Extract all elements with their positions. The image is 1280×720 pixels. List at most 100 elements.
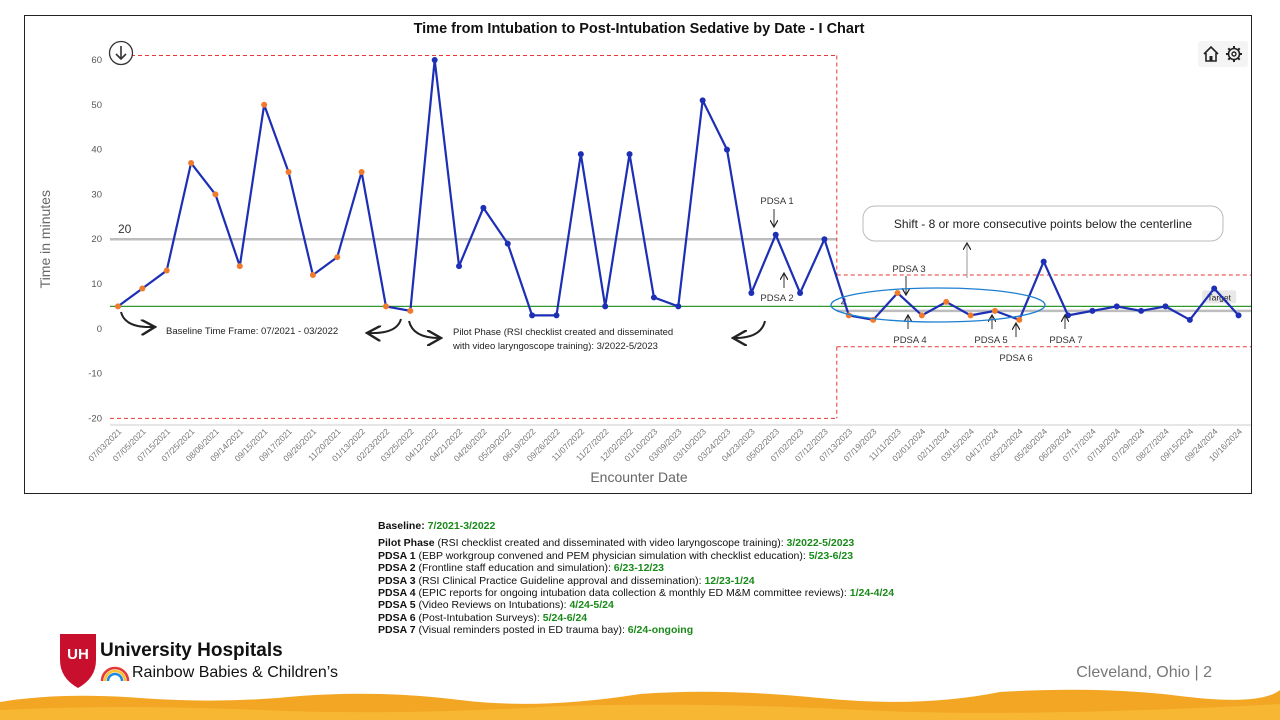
- y-tick-label: 40: [91, 145, 102, 156]
- y-axis-label: Time in minutes: [37, 190, 53, 288]
- uh-logo-mark: UH: [60, 634, 96, 688]
- data-point: [236, 263, 243, 270]
- legend-row: PDSA 2 (Frontline staff education and si…: [378, 562, 1098, 574]
- legend-row-dates: 5/24-6/24: [542, 611, 588, 624]
- chart-frame: 20 4 Target Time from Intubation to Post-I…: [24, 15, 1252, 494]
- legend-row-description: (Post-Intubation Surveys):: [415, 611, 543, 624]
- uh-logo: UH University Hospitals Rainbow Babies &…: [56, 630, 376, 690]
- arrow-pilot-left: [408, 320, 439, 338]
- data-point: [358, 169, 365, 175]
- annotation-baseline: Baseline Time Frame: 07/2021 - 03/2022: [166, 326, 338, 337]
- legend-row-dates: 6/24-ongoing: [627, 624, 694, 637]
- data-point: [334, 254, 341, 261]
- legend-row: PDSA 6 (Post-Intubation Surveys): 5/24-6…: [378, 612, 1098, 624]
- legend-row-description: (RSI checklist created and disseminated …: [434, 537, 787, 550]
- pdsa2-label: PDSA 2: [760, 293, 793, 304]
- data-point: [772, 231, 779, 238]
- data-point: [724, 146, 730, 153]
- legend-row-title: PDSA 4: [378, 587, 416, 600]
- data-point: [626, 151, 633, 158]
- shift-callout-text: Shift - 8 or more consecutive points bel…: [894, 217, 1192, 231]
- svg-text:UH: UH: [67, 646, 89, 663]
- data-point: [1186, 316, 1193, 323]
- data-point: [699, 97, 706, 104]
- data-point: [748, 289, 755, 296]
- legend-row: Baseline: 7/2021-3/2022: [378, 520, 1098, 532]
- data-point: [1040, 258, 1047, 265]
- data-point: [309, 272, 316, 279]
- y-tick-label: -20: [88, 413, 102, 424]
- legend-row-description: (EBP workgroup convened and PEM physicia…: [415, 549, 809, 562]
- gear-icon: [1226, 46, 1242, 62]
- data-point: [407, 307, 414, 314]
- legend-row-title: PDSA 7: [378, 624, 416, 637]
- pdsa7-label: PDSA 7: [1049, 335, 1082, 346]
- settings-button[interactable]: [1224, 44, 1244, 64]
- home-icon: [1203, 45, 1219, 62]
- legend-row-description: (EPIC reports for ongoing intubation dat…: [415, 587, 850, 600]
- legend-row-title: PDSA 2: [378, 562, 416, 575]
- legend-row-dates: 3/2022-5/2023: [786, 537, 855, 550]
- data-point: [918, 312, 925, 319]
- legend-row: PDSA 1 (EBP workgroup convened and PEM p…: [378, 550, 1098, 562]
- annotation-pilot-1: Pilot Phase (RSI checklist created and d…: [453, 327, 673, 338]
- legend-row: Pilot Phase (RSI checklist created and d…: [378, 537, 1098, 549]
- legend-row-dates: 7/2021-3/2022: [427, 520, 496, 532]
- data-point: [431, 57, 438, 63]
- data-point: [1211, 285, 1218, 292]
- data-point: [163, 267, 170, 274]
- pdsa1-label: PDSA 1: [760, 196, 793, 207]
- data-point: [797, 289, 804, 296]
- chart-toolbar: [1198, 41, 1248, 67]
- pdsa5-label: PDSA 5: [974, 335, 1007, 346]
- y-tick-label: -10: [88, 369, 102, 380]
- data-point: [675, 303, 682, 310]
- data-point: [1089, 307, 1096, 314]
- x-axis-label: Encounter Date: [590, 469, 687, 485]
- footer-brush-stroke: [0, 689, 1280, 720]
- data-point: [943, 298, 950, 305]
- arrow-baseline-right: [369, 318, 402, 333]
- data-point: [382, 303, 389, 310]
- legend-row-dates: 4/24-5/24: [569, 599, 614, 612]
- logo-line2: Rainbow Babies & Children’s: [132, 664, 339, 681]
- data-point: [261, 101, 268, 108]
- data-point: [115, 303, 121, 310]
- chart-svg: 204 Target Time from Intubation to Post-I…: [37, 21, 1251, 485]
- legend-row-title: PDSA 1: [378, 549, 416, 562]
- data-point: [1162, 303, 1169, 310]
- pdsa4-label: PDSA 4: [893, 335, 926, 346]
- rainbow-icon: [100, 666, 130, 682]
- legend-row: PDSA 7 (Visual reminders posted in ED tr…: [378, 624, 1098, 636]
- data-point: [577, 151, 584, 158]
- legend-row-title: Pilot Phase: [378, 537, 435, 550]
- data-point: [139, 285, 146, 292]
- data-point: [1016, 316, 1023, 323]
- arrow-pilot-right: [735, 320, 766, 338]
- legend-row-description: (Frontline staff education and simulatio…: [415, 562, 614, 575]
- y-tick-label: 20: [91, 234, 102, 245]
- data-point: [529, 312, 536, 319]
- legend-block: Baseline: 7/2021-3/2022 Pilot Phase (RSI …: [378, 520, 1098, 637]
- data-point: [602, 303, 609, 310]
- download-button[interactable]: [108, 40, 134, 66]
- home-button[interactable]: [1201, 44, 1221, 64]
- legend-row-title: PDSA 3: [378, 574, 416, 587]
- target-label: Target: [1207, 292, 1231, 302]
- data-point: [553, 312, 560, 319]
- data-point: [650, 294, 657, 301]
- y-tick-label: 30: [91, 189, 102, 200]
- shift-ellipse: [830, 287, 1046, 323]
- logo-line1: University Hospitals: [100, 640, 283, 661]
- y-tick-label: 0: [97, 324, 102, 335]
- legend-row-dates: 12/23-1/24: [704, 574, 755, 587]
- data-point: [504, 240, 511, 247]
- data-point: [456, 263, 463, 270]
- legend-row: PDSA 5 (Video Reviews on Intubations): 4…: [378, 599, 1098, 611]
- data-point: [821, 236, 828, 243]
- legend-row-description: (RSI Clinical Practice Guideline approva…: [415, 574, 705, 587]
- y-tick-label: 60: [91, 55, 102, 66]
- y-tick-label: 10: [91, 279, 102, 290]
- data-point: [991, 307, 998, 314]
- data-point: [967, 312, 974, 319]
